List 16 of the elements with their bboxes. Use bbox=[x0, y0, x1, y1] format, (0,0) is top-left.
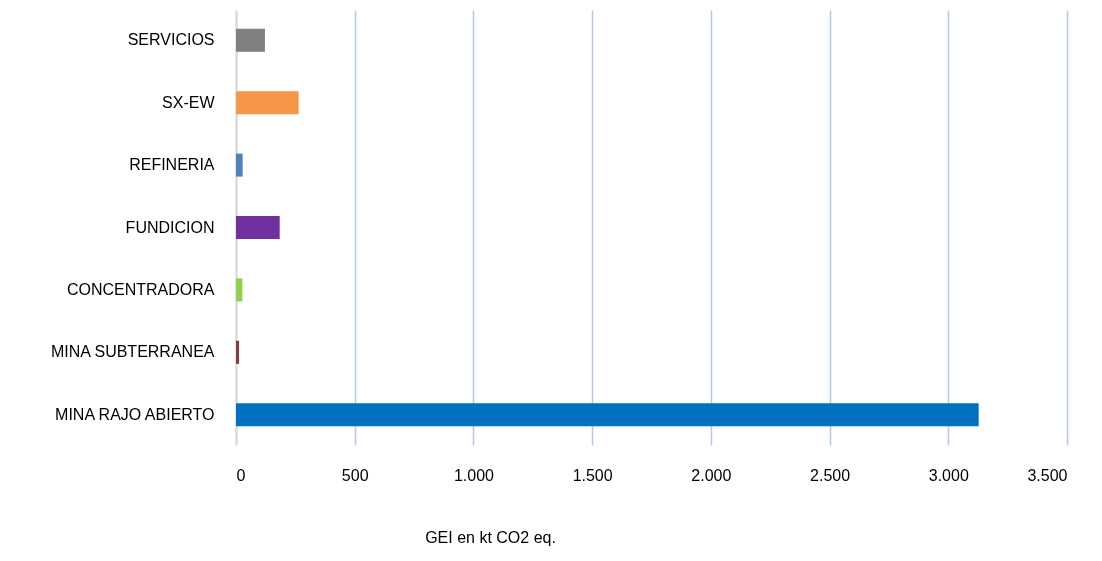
x-tick-label: 3.500 bbox=[1027, 466, 1068, 484]
y-tick-label: SERVICIOS bbox=[127, 31, 215, 49]
x-tick-label: 0 bbox=[236, 466, 246, 484]
y-tick-label: FUNDICION bbox=[125, 218, 215, 236]
y-tick-label: CONCENTRADORA bbox=[66, 280, 215, 298]
x-axis-title: GEI en kt CO2 eq. bbox=[425, 528, 556, 546]
x-tick-label: 2.500 bbox=[810, 466, 851, 484]
x-tick-label: 500 bbox=[341, 466, 369, 484]
x-tick-label: 2.000 bbox=[691, 466, 732, 484]
y-tick-label: REFINERIA bbox=[129, 156, 215, 174]
y-tick-label: SX-EW bbox=[162, 93, 216, 111]
y-tick-label: MINA RAJO ABIERTO bbox=[55, 405, 215, 423]
y-tick-label: MINA SUBTERRANEA bbox=[50, 343, 215, 361]
x-tick-label: 3.000 bbox=[928, 466, 969, 484]
x-tick-label: 1.000 bbox=[453, 466, 495, 484]
x-tick-label: 1.500 bbox=[572, 466, 613, 484]
